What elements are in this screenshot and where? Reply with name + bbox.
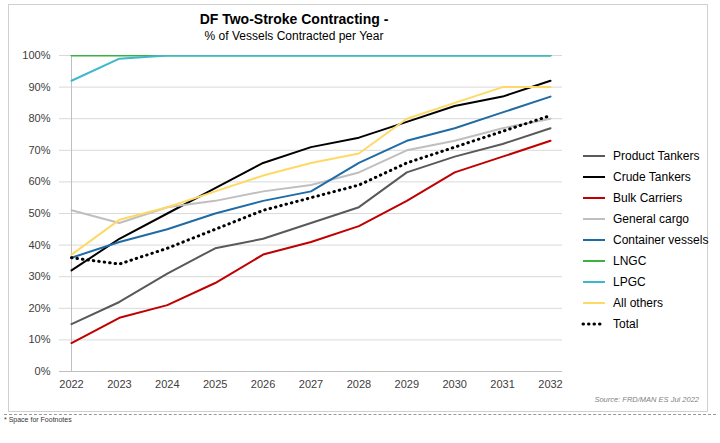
svg-text:100%: 100%	[22, 49, 50, 61]
html-text:LPGC: LPGC	[613, 274, 646, 289]
html-text:Product Tankers: Product Tankers	[613, 148, 700, 163]
html-text:General cargo: General cargo	[613, 211, 689, 226]
svg-text:2026: 2026	[251, 378, 275, 390]
html-text:% of Vessels Contracted per Ye: % of Vessels Contracted per Year	[204, 29, 384, 43]
svg-text:2023: 2023	[107, 378, 131, 390]
html-text:Bulk Carriers: Bulk Carriers	[613, 190, 683, 205]
svg-text:80%: 80%	[28, 112, 50, 124]
svg-text:2030: 2030	[442, 378, 466, 390]
svg-text:2032: 2032	[538, 378, 562, 390]
svg-text:2031: 2031	[490, 378, 514, 390]
svg-text:0%: 0%	[35, 365, 51, 377]
html-text:All others: All others	[613, 295, 663, 310]
svg-text:2024: 2024	[155, 378, 179, 390]
html-text:Total: Total	[613, 316, 639, 331]
html-text:Crude Tankers: Crude Tankers	[613, 169, 691, 184]
svg-text:10%: 10%	[28, 333, 50, 345]
svg-text:90%: 90%	[28, 81, 50, 93]
svg-text:40%: 40%	[28, 239, 50, 251]
svg-text:2027: 2027	[299, 378, 323, 390]
html-text:Container vessels: Container vessels	[613, 232, 709, 247]
svg-text:2028: 2028	[347, 378, 371, 390]
svg-text:20%: 20%	[28, 302, 50, 314]
svg-text:60%: 60%	[28, 175, 50, 187]
html-text:LNGC: LNGC	[613, 253, 647, 268]
html-text:DF Two-Stroke Contracting -: DF Two-Stroke Contracting -	[199, 11, 389, 27]
svg-text:2022: 2022	[59, 378, 83, 390]
html-text:Source: FRD/MAN ES Jul 2022: Source: FRD/MAN ES Jul 2022	[594, 395, 699, 404]
svg-text:70%: 70%	[28, 144, 50, 156]
svg-text:50%: 50%	[28, 207, 50, 219]
svg-text:2025: 2025	[203, 378, 227, 390]
svg-text:30%: 30%	[28, 270, 50, 282]
svg-text:2029: 2029	[395, 378, 419, 390]
html-text:* Space for Footnotes: * Space for Footnotes	[4, 416, 72, 423]
